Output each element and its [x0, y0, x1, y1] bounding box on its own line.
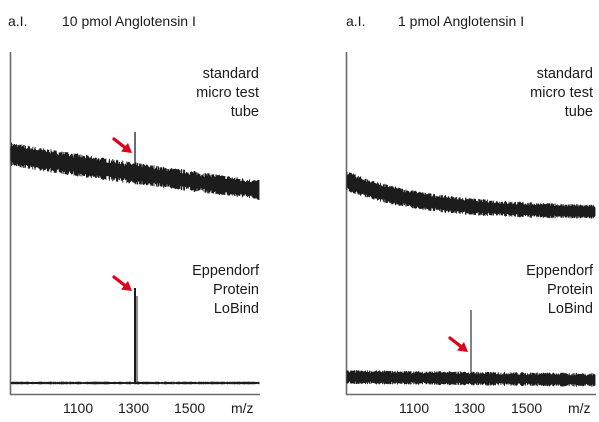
arrow-shaft — [112, 275, 128, 288]
annotation-line: standard — [202, 66, 259, 82]
red-arrow-upper-left — [112, 137, 132, 153]
x-tick-label: 1500 — [511, 400, 543, 416]
annotation-line: Eppendorf — [192, 263, 259, 279]
annotation-line: Eppendorf — [526, 263, 593, 279]
annotation-lobind-right: Eppendorf Protein LoBind — [526, 262, 593, 319]
annotation-line: standard — [536, 66, 593, 82]
x-axis-label-right: m/z — [568, 400, 591, 416]
red-arrow-lower-left — [112, 275, 132, 291]
annotation-line: LoBind — [213, 301, 259, 317]
annotation-standard-tube-right: standard micro test tube — [530, 65, 593, 122]
trace-lower-left — [10, 381, 260, 385]
x-axis-label-left: m/z — [231, 400, 254, 416]
y-axis-label-right: a.I. — [346, 13, 366, 29]
x-tick-label: 1500 — [174, 400, 206, 416]
trace-upper-right — [346, 171, 596, 219]
trace-lower-right — [346, 370, 596, 387]
annotation-line: LoBind — [547, 301, 593, 317]
annotation-lobind-left: Eppendorf Protein LoBind — [192, 262, 259, 319]
x-tick-label: 1300 — [454, 400, 486, 416]
annotation-line: Protein — [213, 282, 259, 298]
annotation-line: tube — [230, 104, 259, 120]
annotation-line: micro test — [196, 85, 259, 101]
red-arrow-lower-right — [448, 336, 468, 352]
arrow-shaft — [448, 336, 464, 349]
annotation-line: tube — [564, 104, 593, 120]
y-axis-label-left: a.I. — [8, 13, 28, 29]
annotation-line: Protein — [547, 282, 593, 298]
chart-title-right: 1 pmol Anglotensin I — [398, 13, 525, 29]
arrow-shaft — [112, 137, 128, 150]
arrow-head — [121, 143, 132, 153]
x-tick-label: 1100 — [399, 400, 430, 416]
x-tick-label: 1300 — [118, 400, 150, 416]
x-tick-label: 1100 — [63, 400, 94, 416]
trace-upper-left — [10, 142, 260, 200]
annotation-line: micro test — [530, 85, 593, 101]
arrow-head — [121, 281, 132, 291]
arrow-head — [457, 342, 468, 352]
annotation-standard-tube-left: standard micro test tube — [196, 65, 259, 122]
chart-title-left: 10 pmol Anglotensin I — [62, 13, 196, 29]
